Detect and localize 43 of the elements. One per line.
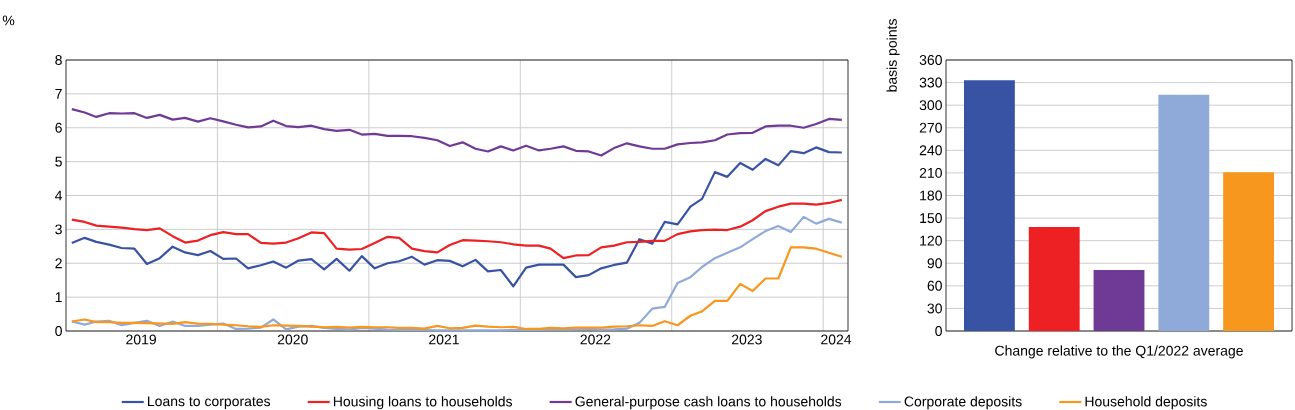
y-tick-label: 270 xyxy=(919,122,942,133)
legend-label: Household deposits xyxy=(1085,396,1207,410)
legend-label: Corporate deposits xyxy=(904,396,1022,410)
x-axis-title: Change relative to the Q1/2022 average xyxy=(995,345,1243,359)
y-tick-label: 0 xyxy=(935,326,942,336)
legend-label: Loans to corporates xyxy=(148,396,271,409)
y-tick-label: 4 xyxy=(55,190,63,201)
y-tick-label: 180 xyxy=(920,190,942,201)
line-series xyxy=(70,108,843,157)
y-tick-label: 0 xyxy=(55,326,62,336)
y-tick-label: 8 xyxy=(55,55,62,65)
y-axis-title: % xyxy=(2,15,15,26)
bar xyxy=(1158,94,1210,331)
bar xyxy=(1028,227,1080,331)
x-tick-label: 2023 xyxy=(731,334,762,345)
y-tick-label: 240 xyxy=(919,145,942,156)
x-tick-label: 2020 xyxy=(277,334,308,345)
y-tick-label: 300 xyxy=(919,100,942,111)
y-tick-label: 330 xyxy=(919,77,942,88)
bar xyxy=(963,80,1015,331)
y-tick-label: 210 xyxy=(919,167,942,178)
y-tick-label: 60 xyxy=(927,280,942,291)
y-tick-label: 120 xyxy=(920,235,942,246)
y-axis-title: basis points xyxy=(886,19,900,92)
x-tick-label: 2021 xyxy=(429,334,459,345)
x-tick-label: 2022 xyxy=(580,334,611,345)
y-tick-label: 150 xyxy=(920,213,942,224)
x-tick-label: 2024 xyxy=(821,334,852,345)
y-tick-label: 90 xyxy=(927,258,942,269)
y-tick-label: 3 xyxy=(55,224,62,235)
line-series xyxy=(70,198,843,260)
bar xyxy=(1093,270,1145,331)
legend-label: General-purpose cash loans to households xyxy=(575,396,842,410)
bar xyxy=(1223,172,1275,331)
y-tick-label: 2 xyxy=(55,258,62,269)
y-tick-label: 1 xyxy=(55,292,62,302)
y-tick-label: 5 xyxy=(55,156,62,167)
x-tick-label: 2019 xyxy=(126,334,156,345)
y-tick-label: 6 xyxy=(55,122,62,133)
y-tick-label: 360 xyxy=(919,55,942,65)
legend-label: Housing loans to households xyxy=(333,396,513,410)
y-tick-label: 30 xyxy=(927,303,942,314)
y-tick-label: 7 xyxy=(55,89,62,99)
